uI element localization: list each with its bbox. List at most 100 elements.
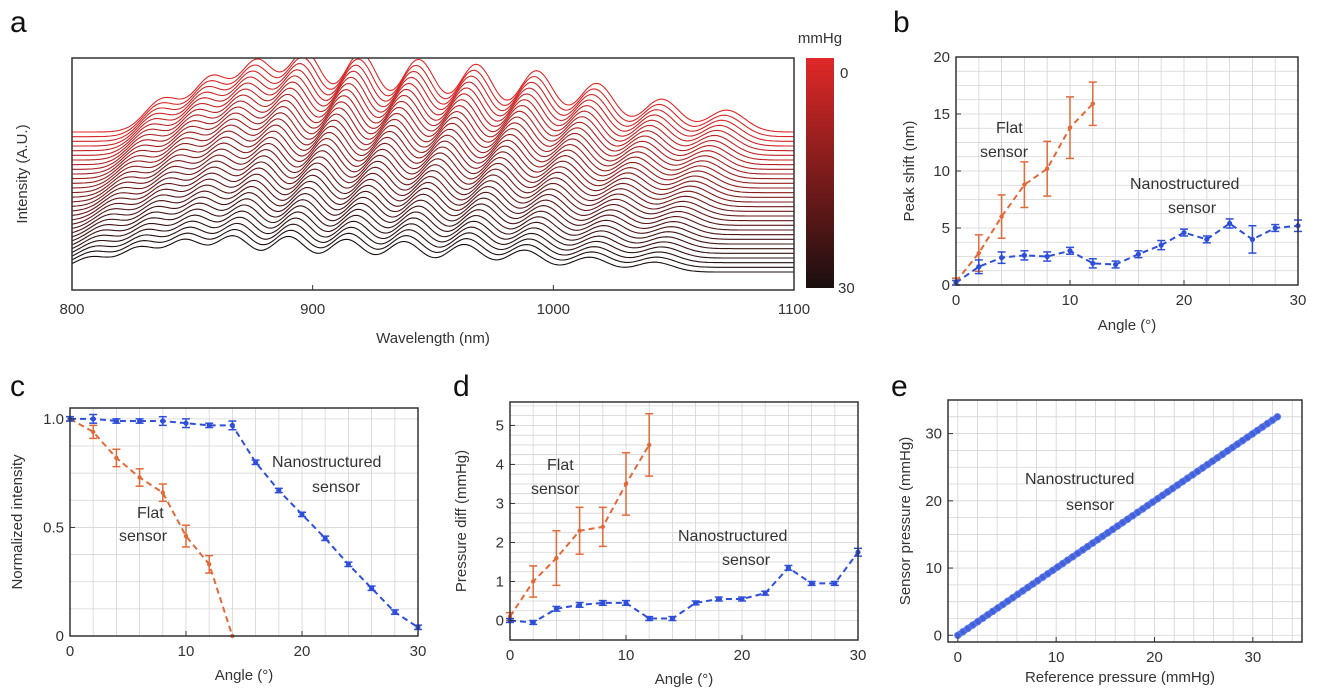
data-point-nanostructured — [90, 416, 96, 422]
data-point — [1073, 549, 1082, 558]
panel-d-ylabel: Pressure diff (mmHg) — [453, 450, 470, 592]
series-line-nanostructured — [955, 222, 1299, 284]
panel-d-nano-label-2: sensor — [722, 552, 771, 569]
data-point — [1253, 426, 1262, 435]
x-tick-label: 30 — [410, 643, 427, 660]
y-tick-label: 1.0 — [43, 411, 64, 428]
panel-a-ylabel: Intensity (A.U.) — [14, 124, 31, 223]
x-tick-label: 10 — [178, 643, 195, 660]
y-tick-label: 5 — [496, 417, 504, 434]
spectrum-trace — [72, 75, 794, 152]
spectrum-trace — [72, 124, 794, 189]
data-point — [1273, 413, 1282, 421]
y-tick-label: 0 — [942, 277, 950, 294]
data-point — [1083, 542, 1092, 551]
data-point-nanostructured — [1204, 236, 1210, 242]
data-point-nanostructured — [976, 264, 982, 270]
spectrum-trace — [72, 81, 794, 156]
panel-letter-c: c — [10, 370, 25, 403]
x-tick-label: 20 — [294, 643, 311, 660]
x-tick-label: 900 — [300, 301, 325, 318]
data-point — [999, 600, 1007, 609]
data-point-nanostructured — [530, 619, 536, 626]
data-point-flat — [531, 579, 536, 584]
x-tick-label: 20 — [1176, 292, 1193, 309]
data-point — [1019, 587, 1027, 595]
data-point-nanostructured — [1227, 220, 1233, 227]
data-point-nanostructured — [623, 600, 629, 606]
data-point-nanostructured — [600, 600, 606, 606]
data-point-flat — [577, 528, 582, 533]
data-point — [1173, 481, 1182, 489]
data-point — [1213, 454, 1222, 462]
x-tick-label: 0 — [952, 292, 960, 309]
data-point — [1088, 539, 1097, 547]
panel-d-pressure-diff: 0 10 20 30 0 1 2 3 4 5 Angle (°) Pressure diff (m… — [453, 401, 866, 688]
data-point — [984, 611, 992, 619]
panel-d-series — [506, 412, 862, 626]
data-point-flat — [1045, 166, 1050, 171]
panel-c-nano-label-1: Nanostructured — [272, 454, 381, 471]
panel-b-peak-shift: 0 10 20 30 0 5 10 15 20 Angle (°) Peak shift (nm… — [901, 49, 1306, 334]
data-point — [1044, 570, 1052, 578]
panel-c-series — [66, 413, 422, 639]
data-point — [1148, 498, 1157, 506]
data-point-nanostructured — [785, 565, 792, 571]
data-point-nanostructured — [229, 422, 235, 428]
data-point-flat — [554, 555, 559, 561]
panel-c-ticks: 0 10 20 30 0 0.5 1.0 — [43, 411, 426, 660]
data-point — [1049, 566, 1057, 575]
spectrum-trace — [72, 136, 794, 198]
data-point — [1268, 416, 1277, 424]
data-point-nanostructured — [369, 585, 375, 591]
x-tick-label: 30 — [1244, 649, 1261, 666]
data-point-flat — [137, 475, 142, 480]
spectrum-trace — [72, 130, 794, 194]
panel-e-xlabel: Reference pressure (mmHg) — [1025, 669, 1215, 686]
x-tick-label: 0 — [506, 647, 514, 664]
panel-c-flat-label-1: Flat — [137, 505, 164, 522]
spectrum-trace — [72, 167, 794, 222]
data-point — [1198, 464, 1207, 472]
panel-c-flat-label-2: sensor — [119, 528, 168, 545]
panel-b-ylabel: Peak shift (nm) — [901, 121, 918, 222]
spectrum-trace — [72, 63, 794, 142]
data-point — [1263, 419, 1272, 428]
panel-letter-e: e — [891, 370, 908, 403]
spectrum-trace — [72, 155, 794, 212]
x-tick-label: 1100 — [778, 301, 810, 318]
spectrum-trace — [72, 192, 794, 240]
panel-a-spectra: 800 900 1000 1100 Wavelength (nm) Intensity… — [14, 30, 855, 347]
spectrum-trace — [72, 235, 794, 273]
spectrum-trace — [72, 210, 794, 254]
data-point — [1098, 532, 1107, 540]
data-point — [1029, 580, 1037, 588]
series-line-flat — [69, 417, 234, 637]
data-point-nanostructured — [1249, 236, 1255, 242]
data-point — [1248, 430, 1257, 438]
data-point — [1113, 522, 1122, 530]
data-point — [1168, 484, 1177, 493]
data-point-nanostructured — [716, 596, 722, 602]
panel-d-flat-label-2: sensor — [531, 481, 580, 498]
data-point-flat — [1022, 182, 1027, 187]
data-point — [1258, 423, 1267, 431]
panel-a-xticks: 800 900 1000 1100 — [59, 285, 810, 318]
panel-c-frame — [69, 407, 419, 637]
data-point — [1009, 594, 1017, 602]
spectrum-trace — [72, 118, 794, 184]
data-point-nanostructured — [1181, 229, 1187, 236]
data-point — [1238, 437, 1247, 445]
panel-d-nano-label-1: Nanostructured — [678, 528, 787, 545]
data-point-flat — [91, 429, 96, 435]
data-point — [1118, 518, 1127, 527]
spectrum-trace — [72, 58, 794, 138]
spectrum-trace — [72, 173, 794, 226]
data-point — [964, 624, 972, 633]
data-point — [1233, 440, 1242, 448]
panel-a-xlabel: Wavelength (nm) — [376, 330, 490, 347]
spectrum-trace — [72, 229, 794, 268]
colorbar — [806, 58, 834, 288]
panel-d-frame — [509, 401, 859, 641]
data-point — [1024, 583, 1032, 592]
